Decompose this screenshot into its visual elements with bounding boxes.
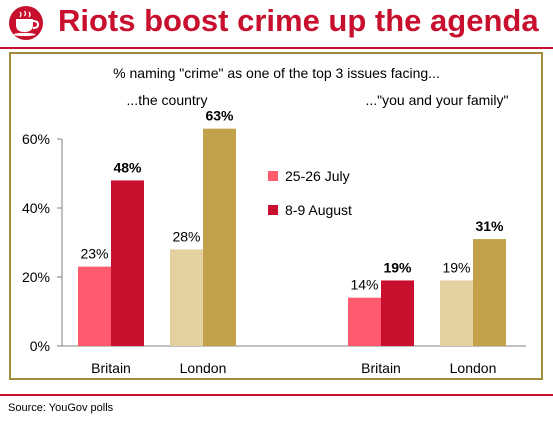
y-tick-label: 40% [22,200,50,216]
y-tick-label: 60% [22,131,50,147]
bar-britain-july [348,297,381,346]
chart-legend: 25-26 July 8-9 August [268,167,352,235]
footer-divider [0,394,553,396]
bar-london-july [440,280,473,346]
title-divider [0,47,553,49]
bar-london-july [170,249,203,346]
legend-item-august: 8-9 August [268,201,352,218]
source-note: Source: YouGov polls [8,402,114,414]
x-category-label: London [450,360,497,376]
x-category-label: London [180,360,227,376]
data-label: 28% [172,228,200,244]
group-label-family: ..."you and your family" [365,92,509,108]
group-label-country: ...the country [126,92,208,108]
data-label: 19% [442,259,470,275]
y-tick-label: 0% [30,338,50,354]
bar-britain-august [111,180,144,346]
legend-swatch-august [268,204,278,215]
data-label: 31% [475,218,504,234]
x-category-label: Britain [361,360,401,376]
y-tick-label: 20% [22,269,50,285]
x-category-label: Britain [91,360,131,376]
data-label: 48% [113,159,142,175]
chart-subtitle: % naming "crime" as one of the top 3 iss… [113,65,440,81]
bar-britain-august [381,280,414,346]
data-label: 19% [383,259,412,275]
data-label: 14% [350,277,378,293]
legend-label-july: 25-26 July [285,167,350,184]
teacup-logo-icon [9,6,43,40]
legend-swatch-july [268,170,278,181]
bar-london-august [203,128,236,346]
data-label: 23% [80,246,108,262]
legend-item-july: 25-26 July [268,167,352,184]
data-label: 63% [205,108,234,124]
bar-britain-july [78,266,111,346]
legend-label-august: 8-9 August [285,201,352,218]
bar-london-august [473,239,506,346]
page-title: Riots boost crime up the agenda [58,3,539,38]
